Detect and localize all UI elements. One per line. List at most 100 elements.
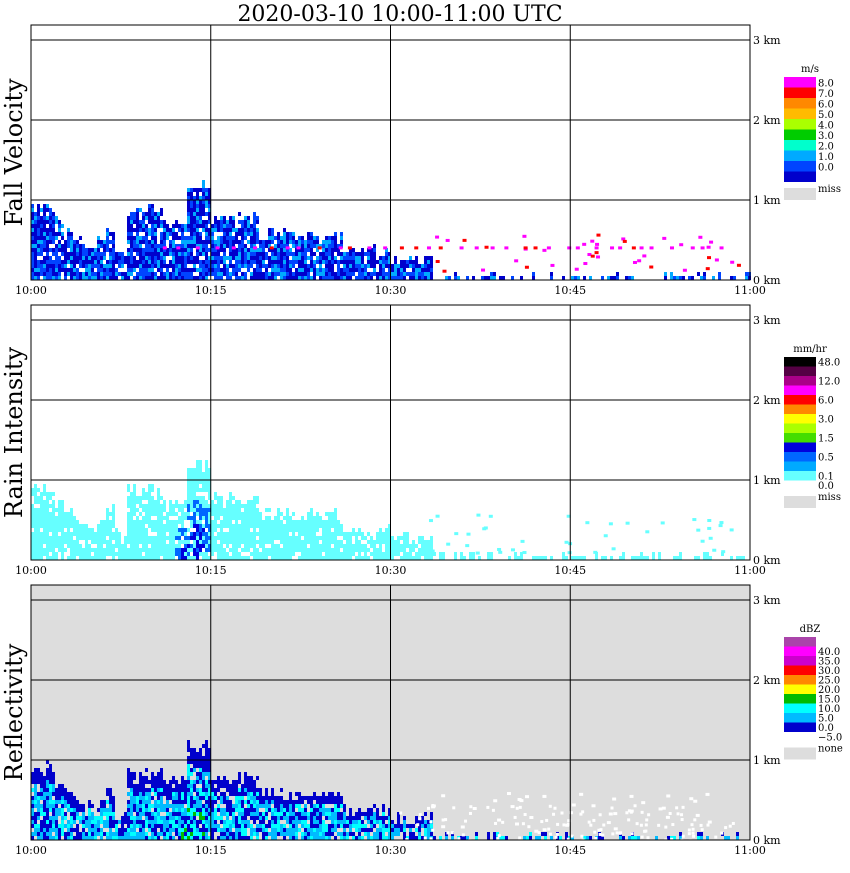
echo-cell — [313, 236, 316, 240]
echo-cell — [662, 237, 666, 240]
echo-cell — [229, 832, 232, 836]
echo-cell — [187, 476, 190, 480]
echo-cell — [232, 780, 235, 784]
echo-cell — [418, 828, 421, 832]
echo-cell — [229, 788, 232, 792]
echo-cell — [217, 252, 220, 256]
echo-cell — [157, 524, 160, 528]
echo-cell — [427, 260, 430, 264]
echo-cell — [403, 828, 406, 832]
echo-cell — [271, 532, 274, 536]
echo-cell — [124, 544, 127, 548]
echo-cell — [271, 552, 274, 556]
echo-cell — [220, 800, 223, 804]
echo-cell — [82, 264, 85, 268]
echo-cell — [106, 264, 109, 268]
echo-cell — [579, 813, 582, 816]
echo-cell — [316, 260, 319, 264]
echo-cell — [343, 808, 346, 812]
echo-cell — [154, 816, 157, 820]
echo-cell — [151, 816, 154, 820]
echo-cell — [100, 804, 103, 808]
echo-cell — [85, 544, 88, 548]
echo-cell — [214, 260, 217, 264]
echo-cell — [103, 548, 106, 552]
echo-cell — [136, 820, 139, 824]
echo-cell — [427, 824, 430, 828]
echo-cell — [196, 468, 199, 472]
echo-cell — [247, 228, 250, 232]
echo-cell — [301, 244, 304, 248]
echo-cell — [355, 536, 358, 540]
echo-cell — [352, 816, 355, 820]
echo-cell — [232, 824, 235, 828]
echo-cell — [382, 540, 385, 544]
echo-cell — [253, 520, 256, 524]
echo-cell — [545, 819, 548, 822]
legend-label: 0.5 — [818, 453, 834, 464]
echo-cell — [172, 780, 175, 784]
echo-cell — [46, 268, 49, 272]
echo-cell — [241, 232, 244, 236]
echo-cell — [79, 552, 82, 556]
echo-cell — [367, 276, 370, 280]
echo-cell — [358, 268, 361, 272]
echo-cell — [298, 536, 301, 540]
echo-cell — [304, 812, 307, 816]
echo-cell — [697, 836, 700, 840]
echo-cell — [301, 240, 304, 244]
echo-cell — [145, 812, 148, 816]
echo-cell — [679, 832, 682, 836]
echo-cell — [199, 544, 202, 548]
echo-cell — [229, 820, 232, 824]
echo-cell — [37, 792, 40, 796]
echo-cell — [538, 831, 541, 834]
echo-cell — [76, 532, 79, 536]
echo-cell — [199, 532, 202, 536]
echo-cell — [97, 824, 100, 828]
echo-cell — [136, 208, 139, 212]
echo-cell — [328, 528, 331, 532]
echo-cell — [277, 272, 280, 276]
echo-cell — [271, 276, 274, 280]
echo-cell — [229, 536, 232, 540]
echo-cell — [178, 264, 181, 268]
echo-cell — [262, 532, 265, 536]
echo-cell — [229, 548, 232, 552]
echo-cell — [490, 552, 493, 556]
echo-cell — [454, 556, 457, 560]
echo-cell — [622, 552, 625, 556]
echo-cell — [106, 792, 109, 796]
echo-cell — [244, 792, 247, 796]
echo-cell — [184, 516, 187, 520]
echo-cell — [719, 524, 723, 527]
echo-cell — [259, 540, 262, 544]
echo-cell — [40, 796, 43, 800]
echo-cell — [187, 788, 190, 792]
echo-cell — [190, 524, 193, 528]
echo-cell — [79, 256, 82, 260]
echo-cell — [286, 260, 289, 264]
y-tick-label: 3 km — [753, 594, 781, 607]
echo-cell — [484, 276, 487, 280]
echo-cell — [148, 232, 151, 236]
echo-cell — [184, 536, 187, 540]
echo-cell — [163, 276, 166, 280]
echo-cell — [82, 552, 85, 556]
echo-cell — [205, 500, 208, 504]
echo-cell — [49, 776, 52, 780]
echo-cell — [205, 228, 208, 232]
echo-cell — [127, 260, 130, 264]
echo-cell — [37, 528, 40, 532]
echo-cell — [493, 276, 496, 280]
echo-cell — [70, 540, 73, 544]
echo-cell — [109, 528, 112, 532]
echo-cell — [172, 224, 175, 228]
echo-cell — [46, 248, 49, 252]
echo-cell — [217, 788, 220, 792]
echo-cell — [205, 796, 208, 800]
echo-cell — [58, 540, 61, 544]
echo-cell — [337, 252, 340, 256]
echo-cell — [133, 212, 136, 216]
echo-cell — [184, 504, 187, 508]
